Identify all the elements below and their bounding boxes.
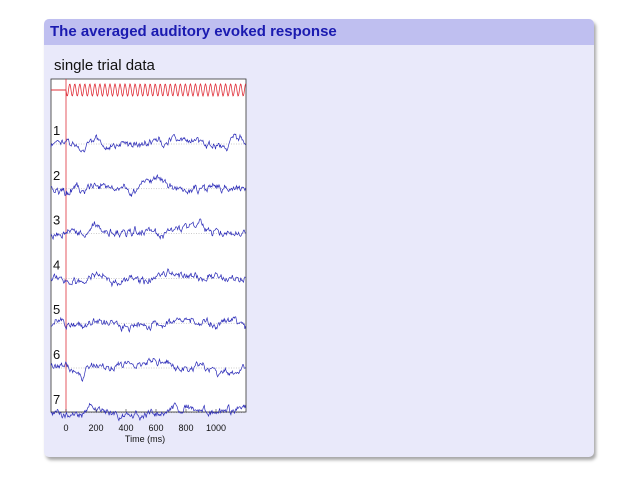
trial-trace-6: [50, 357, 246, 383]
x-tick-label: 1000: [206, 423, 226, 433]
content-block: The averaged auditory evoked response si…: [44, 19, 594, 457]
x-axis-ticks: 0 200 400 600 800 1000: [63, 409, 226, 433]
trial-trace-7: [50, 402, 246, 422]
x-tick-label: 0: [63, 423, 68, 433]
x-tick-label: 200: [88, 423, 103, 433]
trial-label-4: 4: [53, 257, 60, 272]
trial-label-3: 3: [53, 213, 60, 228]
plot-frame: [50, 78, 247, 413]
trial-labels: 1 2 3 4 5 6 7: [53, 123, 60, 407]
trial-traces: [50, 133, 246, 422]
trial-trace-1: [50, 133, 246, 153]
trial-trace-5: [50, 316, 246, 333]
x-tick-label: 400: [118, 423, 133, 433]
trial-trace-4: [50, 268, 246, 288]
trial-trace-2: [51, 173, 246, 197]
x-tick-label: 600: [148, 423, 163, 433]
trial-label-6: 6: [53, 347, 60, 362]
trial-label-2: 2: [53, 168, 60, 183]
stimulus-tone-burst: [65, 82, 247, 98]
figure-subtitle: single trial data: [54, 57, 155, 74]
x-tick-label: 800: [178, 423, 193, 433]
trial-label-7: 7: [53, 392, 60, 407]
slide-title: The averaged auditory evoked response: [44, 19, 594, 45]
trial-label-1: 1: [53, 123, 60, 138]
trial-label-5: 5: [53, 302, 60, 317]
single-trial-figure: 1 2 3 4 5 6 7 0 200 400 600 800 1000 Time (ms): [50, 78, 247, 444]
trial-trace-3: [50, 218, 246, 241]
x-axis-label: Time (ms): [125, 434, 165, 444]
